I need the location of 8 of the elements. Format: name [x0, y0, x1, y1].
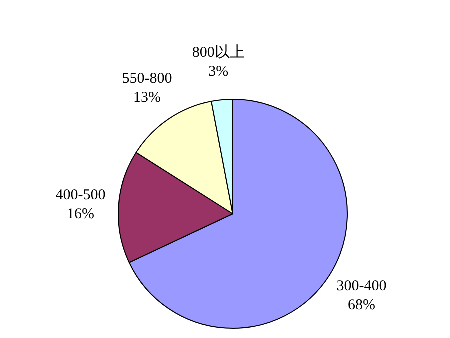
slice-label: 300-400: [336, 278, 387, 295]
slice-label: 550-800: [122, 70, 172, 87]
data-label: 16%: [67, 206, 95, 222]
data-label: 3%: [208, 64, 229, 80]
slice-label: 800以上: [192, 44, 245, 62]
slice-label: 400-500: [56, 187, 106, 204]
data-label: 68%: [348, 298, 376, 314]
data-label: 13%: [134, 90, 162, 106]
